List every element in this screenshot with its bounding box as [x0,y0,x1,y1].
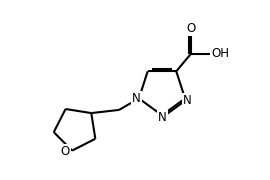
Text: N: N [158,111,167,124]
Text: O: O [61,145,70,158]
Text: O: O [186,22,196,35]
Text: OH: OH [211,47,229,60]
Text: N: N [183,94,192,107]
Text: N: N [132,92,141,105]
